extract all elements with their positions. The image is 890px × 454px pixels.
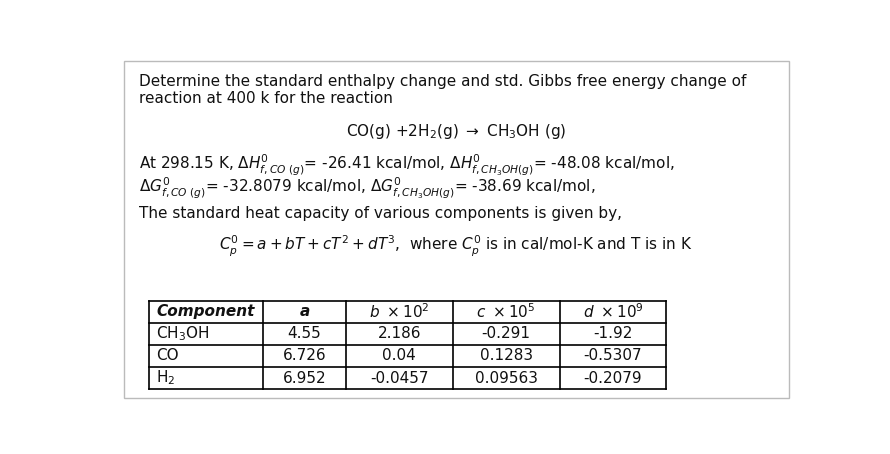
Text: $d\ \times10^9$: $d\ \times10^9$	[583, 303, 643, 321]
Text: CO: CO	[156, 349, 179, 364]
Text: -0.0457: -0.0457	[370, 370, 428, 385]
Text: -1.92: -1.92	[594, 326, 633, 341]
Text: $c\ \times10^5$: $c\ \times10^5$	[476, 303, 536, 321]
Text: $\Delta G^0_{f,CO\ (g)}$= -32.8079 kcal/mol, $\Delta G^0_{f,CH_3OH(g)}$= -38.69 : $\Delta G^0_{f,CO\ (g)}$= -32.8079 kcal/…	[139, 176, 595, 201]
Text: H$_2$: H$_2$	[156, 369, 175, 387]
Text: CH$_3$OH: CH$_3$OH	[156, 325, 209, 343]
Text: 0.09563: 0.09563	[474, 370, 538, 385]
Text: 4.55: 4.55	[287, 326, 321, 341]
Text: 6.726: 6.726	[282, 349, 327, 364]
Text: 2.186: 2.186	[377, 326, 421, 341]
Text: -0.2079: -0.2079	[584, 370, 643, 385]
FancyBboxPatch shape	[124, 61, 789, 398]
Text: -0.5307: -0.5307	[584, 349, 643, 364]
Text: a: a	[299, 305, 310, 320]
Text: -0.291: -0.291	[481, 326, 530, 341]
Text: 0.04: 0.04	[383, 349, 417, 364]
Text: Component: Component	[157, 305, 255, 320]
Text: CO(g) +2H$_2$(g) $\rightarrow$ CH$_3$OH (g): CO(g) +2H$_2$(g) $\rightarrow$ CH$_3$OH …	[346, 122, 566, 141]
Text: $C^0_p = a + bT + cT^2 + dT^3$,  where $C^0_p$ is in cal/mol-K and T is in K: $C^0_p = a + bT + cT^2 + dT^3$, where $C…	[219, 233, 693, 259]
Text: At 298.15 K, $\Delta H^0_{f,CO\ (g)}$= -26.41 kcal/mol, $\Delta H^0_{f,CH_3OH(g): At 298.15 K, $\Delta H^0_{f,CO\ (g)}$= -…	[139, 153, 675, 178]
Text: $b\ \times10^2$: $b\ \times10^2$	[369, 303, 430, 321]
Text: reaction at 400 k for the reaction: reaction at 400 k for the reaction	[139, 91, 392, 106]
Text: Determine the standard enthalpy change and std. Gibbs free energy change of: Determine the standard enthalpy change a…	[139, 74, 746, 89]
Text: The standard heat capacity of various components is given by,: The standard heat capacity of various co…	[139, 206, 622, 221]
Text: 6.952: 6.952	[282, 370, 327, 385]
Text: 0.1283: 0.1283	[480, 349, 533, 364]
